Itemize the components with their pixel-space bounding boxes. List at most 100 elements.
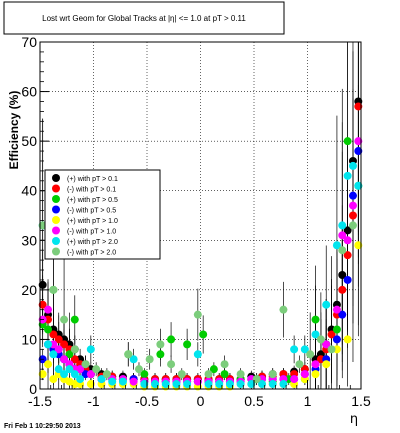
x-tick-label: -0.5 — [135, 393, 159, 409]
data-point-series-7 — [54, 365, 63, 374]
data-point-series-7 — [172, 380, 181, 389]
data-point-series-6 — [322, 340, 331, 349]
title-box — [3, 1, 285, 35]
data-point-series-3 — [209, 365, 218, 374]
data-point-series-7 — [44, 340, 53, 349]
data-point-series-7 — [97, 375, 106, 384]
data-point-series-6 — [290, 375, 299, 384]
data-point-series-6 — [193, 377, 202, 386]
data-point-series-8 — [134, 365, 143, 374]
data-point-series-7 — [193, 350, 202, 359]
data-points — [38, 97, 363, 391]
data-point-series-7 — [322, 300, 331, 309]
legend-marker — [52, 195, 60, 203]
data-point-series-2 — [70, 355, 79, 364]
legend-entry-label: (-) with pT > 0.1 — [67, 187, 116, 194]
data-point-series-5 — [38, 370, 47, 379]
data-point-series-8 — [167, 360, 176, 369]
y-tick-label: 30 — [21, 232, 37, 248]
data-point-series-1 — [38, 280, 47, 289]
data-point-series-8 — [220, 360, 229, 369]
y-tick-label: 40 — [21, 183, 37, 199]
x-axis-label: η — [350, 412, 358, 427]
data-point-series-4 — [354, 147, 363, 156]
data-point-series-2 — [327, 330, 336, 339]
data-point-series-8 — [316, 335, 325, 344]
legend-entry-label: (-) with pT > 0.5 — [67, 208, 116, 215]
data-point-series-7 — [70, 370, 79, 379]
x-tick-label: 1 — [304, 393, 312, 409]
data-point-series-3 — [70, 315, 79, 324]
data-point-series-3 — [183, 340, 192, 349]
legend-entry-label: (+) with pT > 0.1 — [67, 176, 118, 183]
data-point-series-8 — [102, 370, 111, 379]
footer-timestamp: Fri Feb 1 10:29:50 2013 — [4, 423, 81, 430]
data-point-series-6 — [129, 377, 138, 386]
y-tick-label: 0 — [29, 381, 37, 397]
legend-entry-label: (-) with pT > 1.0 — [67, 229, 116, 236]
data-point-series-7 — [86, 345, 95, 354]
data-point-series-8 — [204, 370, 213, 379]
legend-entry-label: (+) with pT > 0.5 — [67, 197, 118, 204]
data-point-series-6 — [343, 236, 352, 245]
legend-entry-label: (+) with pT > 2.0 — [67, 239, 118, 246]
data-point-series-5 — [311, 370, 320, 379]
data-point-series-7 — [225, 380, 234, 389]
data-point-series-7 — [236, 380, 245, 389]
legend-marker — [52, 226, 60, 235]
data-point-series-4 — [338, 310, 347, 319]
data-point-series-8 — [70, 345, 79, 354]
data-point-series-3 — [311, 315, 320, 324]
data-point-series-4 — [332, 335, 341, 344]
data-point-series-8 — [268, 370, 277, 379]
legend-marker — [52, 174, 60, 182]
data-point-series-8 — [177, 370, 186, 379]
data-point-series-4 — [348, 191, 357, 200]
data-point-series-7 — [247, 380, 256, 389]
data-point-series-6 — [76, 365, 85, 374]
legend-marker — [52, 237, 60, 245]
data-point-series-2 — [49, 330, 58, 339]
data-point-series-8 — [236, 370, 245, 379]
legend-entry-label: (+) with pT > 1.0 — [67, 218, 118, 225]
data-point-series-3 — [332, 325, 341, 334]
data-point-series-7 — [332, 241, 341, 250]
data-point-series-7 — [215, 380, 224, 389]
data-point-series-3 — [167, 335, 176, 344]
data-point-series-2 — [348, 211, 357, 220]
data-point-series-8 — [156, 340, 165, 349]
data-point-series-6 — [332, 305, 341, 314]
data-point-series-7 — [311, 330, 320, 339]
data-point-series-5 — [354, 241, 363, 250]
data-point-series-6 — [348, 201, 357, 210]
data-point-series-6 — [311, 360, 320, 369]
legend-marker — [52, 205, 60, 214]
data-point-series-2 — [343, 251, 352, 260]
data-point-series-5 — [86, 380, 95, 389]
y-tick-label: 70 — [21, 34, 37, 50]
data-point-series-5 — [44, 360, 53, 369]
data-point-series-7 — [354, 181, 363, 190]
data-point-series-7 — [279, 380, 288, 389]
data-point-series-8 — [60, 315, 69, 324]
data-point-series-8 — [124, 350, 133, 359]
data-point-series-8 — [279, 305, 288, 314]
legend-box — [44, 169, 161, 260]
legend-entry-label: (-) with pT > 2.0 — [67, 250, 116, 257]
data-point-series-7 — [49, 350, 58, 359]
chart-title: Lost wrt Geom for Global Tracks at |η| <… — [42, 14, 246, 23]
data-point-series-4 — [343, 275, 352, 284]
data-point-series-8 — [295, 360, 304, 369]
data-point-series-2 — [38, 300, 47, 309]
y-tick-label: 60 — [21, 84, 37, 100]
data-point-series-6 — [338, 231, 347, 240]
data-point-series-5 — [49, 375, 58, 384]
x-tick-label: 0 — [197, 393, 205, 409]
data-point-series-8 — [81, 360, 90, 369]
y-tick-label: 20 — [21, 282, 37, 298]
data-point-series-2 — [54, 335, 63, 344]
y-tick-label: 50 — [21, 133, 37, 149]
axes: -1.5 -1 -0.5 0 0.5 1 1.5 0 10 20 30 40 50 60 70 — [21, 34, 371, 409]
data-point-series-7 — [118, 377, 127, 386]
